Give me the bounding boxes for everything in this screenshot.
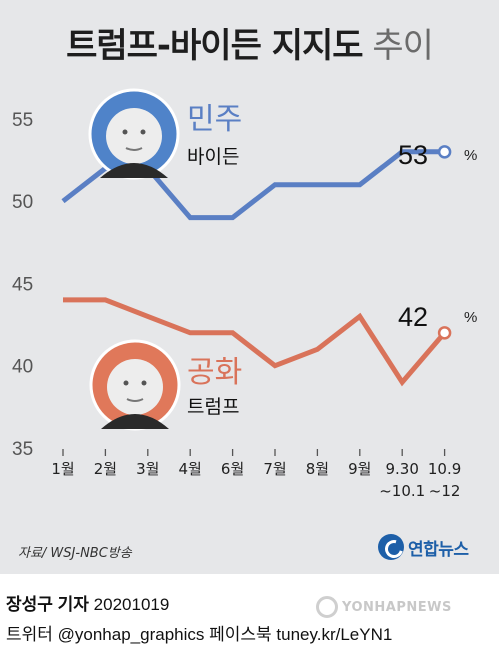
end-value-unit: % <box>464 309 477 326</box>
y-tick-label: 40 <box>12 357 33 378</box>
y-tick-label: 45 <box>12 274 33 295</box>
x-tick-label: ~12 <box>429 482 461 500</box>
legend-democrat-party: 민주 <box>187 102 242 137</box>
credit-date: 20201019 <box>93 595 170 614</box>
y-tick-label: 50 <box>12 192 33 213</box>
x-tick-label: 6월 <box>221 460 244 478</box>
x-tick-label: ~10.1 <box>379 482 425 500</box>
x-tick-label: 2월 <box>94 460 117 478</box>
biden-portrait-face <box>106 108 162 164</box>
reporter-name: 장성구 기자 <box>6 595 89 614</box>
end-value-label: 42 <box>398 302 428 332</box>
social-links: 트위터 @yonhap_graphics 페이스북 tuney.kr/LeYN1 <box>6 625 393 644</box>
biden-portrait <box>88 88 180 180</box>
x-tick-label: 7월 <box>263 460 286 478</box>
page-title: 트럼프-바이든 지지도 추이 <box>0 18 499 67</box>
biden-portrait-eye <box>122 129 128 135</box>
y-tick-label: 35 <box>12 439 33 460</box>
y-tick-label: 55 <box>12 110 33 131</box>
x-tick-label: 4월 <box>179 460 202 478</box>
credit-line: 장성구 기자 20201019 <box>6 590 169 615</box>
trump-portrait-face <box>107 359 163 415</box>
legend-republican-candidate: 트럼프 <box>187 396 239 418</box>
chart-panel <box>0 0 499 574</box>
source-note: 자료/ WSJ-NBC방송 <box>18 546 132 561</box>
title-main: 트럼프-바이든 지지도 <box>66 26 363 66</box>
yonhap-logo: 연합뉴스 <box>378 532 469 562</box>
legend-republican-party: 공화 <box>187 355 242 390</box>
data-point <box>437 326 452 340</box>
x-tick-label: 9월 <box>348 460 371 478</box>
data-point <box>437 145 452 159</box>
trump-portrait <box>89 339 181 431</box>
x-tick-label: 10.9 <box>428 460 461 478</box>
x-tick-label: 8월 <box>306 460 329 478</box>
biden-portrait-mouth <box>125 147 143 151</box>
watermark: YONHAPNEWS <box>316 596 452 618</box>
yonhap-logo-icon <box>378 534 404 560</box>
watermark-text: YONHAPNEWS <box>342 599 452 615</box>
yonhap-logo-text: 연합뉴스 <box>408 539 469 560</box>
line-chart: 35 40 45 50 55 1월 2월 3월 4월 6월 7월 8월 9월 9.30 ~10.110.9 ~… <box>12 88 477 500</box>
watermark-icon <box>316 596 338 618</box>
trump-portrait-shoulders <box>101 414 169 429</box>
end-value-unit: % <box>464 147 477 164</box>
legend-democrat-candidate: 바이든 <box>187 146 239 168</box>
biden-portrait-eye <box>140 129 146 135</box>
end-value-label: 53 <box>398 140 428 170</box>
x-tick-label: 1월 <box>51 460 74 478</box>
trump-portrait-eye <box>123 380 129 386</box>
trump-portrait-mouth <box>126 398 144 402</box>
x-tick-label: 3월 <box>136 460 159 478</box>
biden-portrait-shoulders <box>100 163 168 178</box>
trump-portrait-eye <box>141 380 147 386</box>
x-tick-label: 9.30 <box>385 460 418 478</box>
title-suffix: 추이 <box>372 26 434 66</box>
series-line-republican <box>63 297 447 387</box>
